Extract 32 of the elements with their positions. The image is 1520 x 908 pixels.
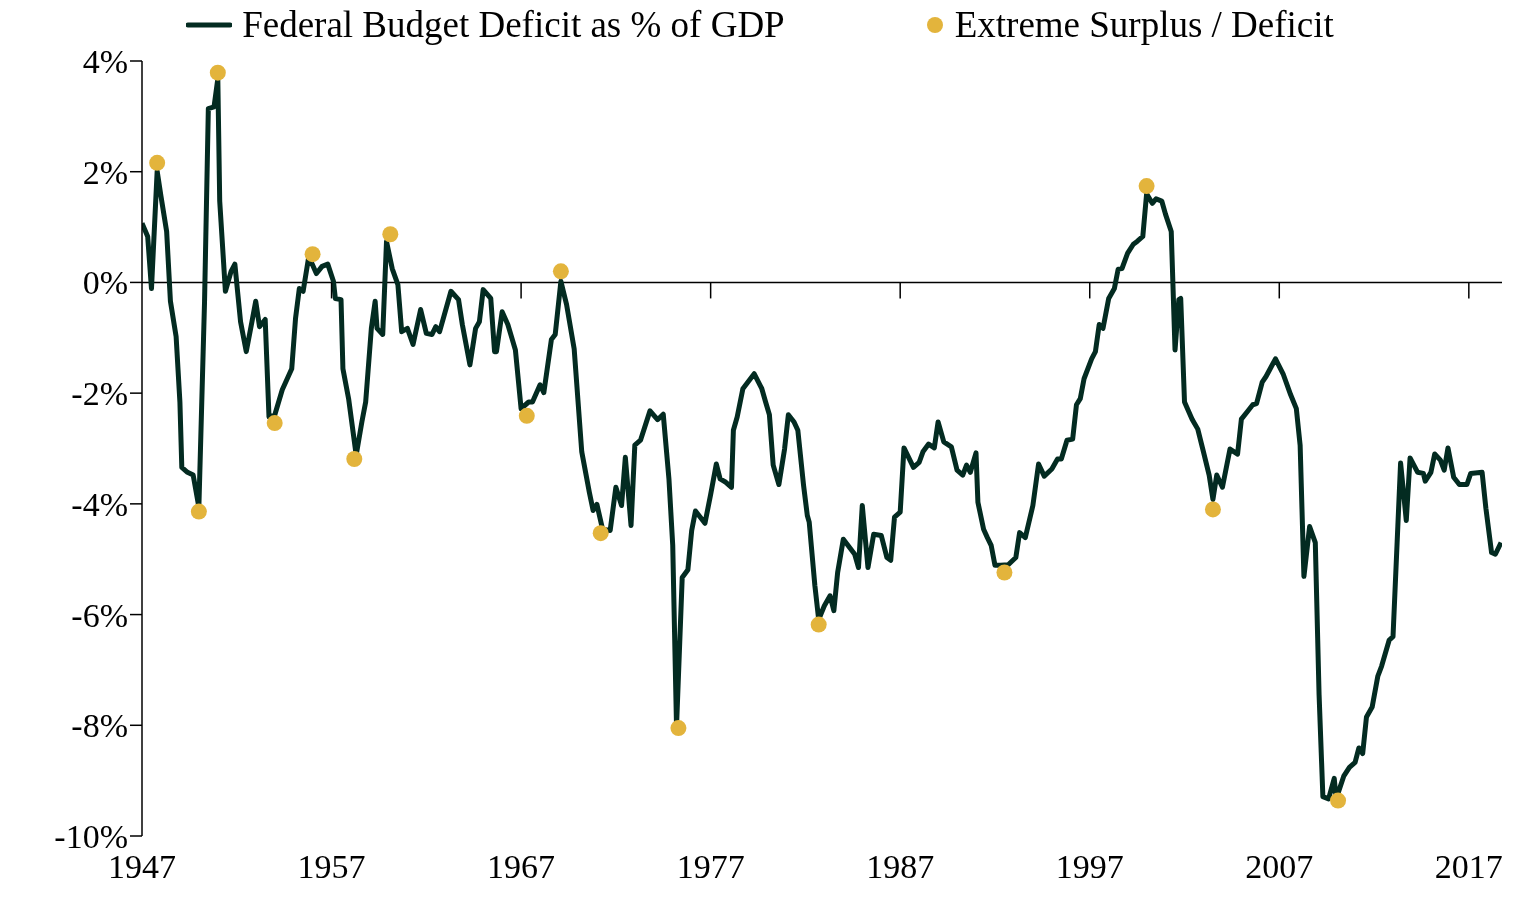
y-tick-label: -6% bbox=[71, 596, 128, 634]
point bbox=[996, 564, 1013, 581]
point bbox=[266, 415, 283, 432]
point bbox=[382, 226, 399, 243]
point bbox=[810, 616, 827, 633]
x-tick-label: 1997 bbox=[1055, 848, 1124, 885]
point bbox=[1138, 178, 1155, 195]
y-tick-label: -2% bbox=[71, 375, 128, 413]
y-tick-label: -4% bbox=[71, 485, 128, 523]
x-tick-label: 1957 bbox=[297, 848, 366, 885]
point bbox=[346, 451, 363, 467]
point bbox=[592, 525, 609, 542]
x-tick-label: 1977 bbox=[676, 848, 745, 885]
point bbox=[670, 720, 687, 737]
legend-label: Federal Budget Deficit as % of GDP bbox=[242, 3, 785, 46]
x-tick-label: 1967 bbox=[487, 848, 556, 885]
point bbox=[149, 154, 166, 171]
y-tick-label: -8% bbox=[71, 707, 128, 745]
point bbox=[1330, 792, 1347, 809]
x-tick-label: 2017 bbox=[1434, 848, 1503, 885]
y-tick-label: 2% bbox=[82, 153, 128, 191]
legend-label: Extreme Surplus / Deficit bbox=[954, 3, 1334, 46]
x-tick-label: 2007 bbox=[1245, 848, 1314, 885]
point bbox=[552, 263, 569, 280]
point bbox=[209, 64, 226, 81]
point bbox=[1204, 501, 1221, 518]
point bbox=[190, 503, 207, 520]
y-tick-label: 4% bbox=[82, 43, 128, 81]
point bbox=[518, 407, 535, 424]
point bbox=[304, 246, 321, 263]
x-tick-label: 1987 bbox=[866, 848, 935, 885]
y-tick-label: 0% bbox=[82, 264, 128, 302]
